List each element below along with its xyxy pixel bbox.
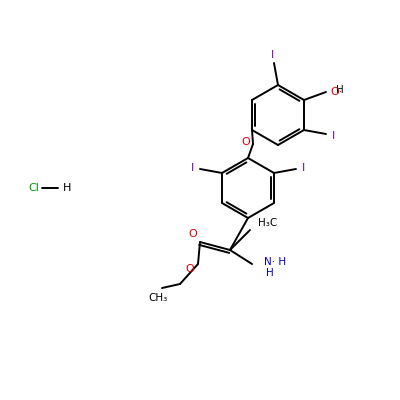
Text: I: I <box>302 163 306 173</box>
Text: I: I <box>271 50 275 60</box>
Text: H₃C: H₃C <box>258 218 277 228</box>
Text: H: H <box>336 85 344 95</box>
Text: I: I <box>190 163 194 173</box>
Text: H: H <box>266 268 274 278</box>
Text: I: I <box>332 131 336 141</box>
Text: O: O <box>186 264 194 274</box>
Text: O: O <box>189 229 197 239</box>
Text: O: O <box>242 137 250 147</box>
Text: H: H <box>63 183 71 193</box>
Text: N· H: N· H <box>264 257 286 267</box>
Text: Cl: Cl <box>28 183 39 193</box>
Text: O·: O· <box>330 87 342 97</box>
Text: CH₃: CH₃ <box>148 293 168 303</box>
